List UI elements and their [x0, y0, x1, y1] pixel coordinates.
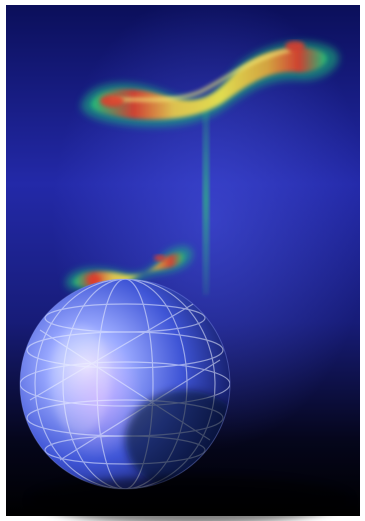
- lower-infinity-wave: [65, 246, 193, 292]
- upper-beam: [203, 105, 209, 295]
- bottom-shadow: [30, 476, 350, 521]
- sphere: [19, 278, 231, 490]
- upper-infinity-wave: [81, 41, 339, 127]
